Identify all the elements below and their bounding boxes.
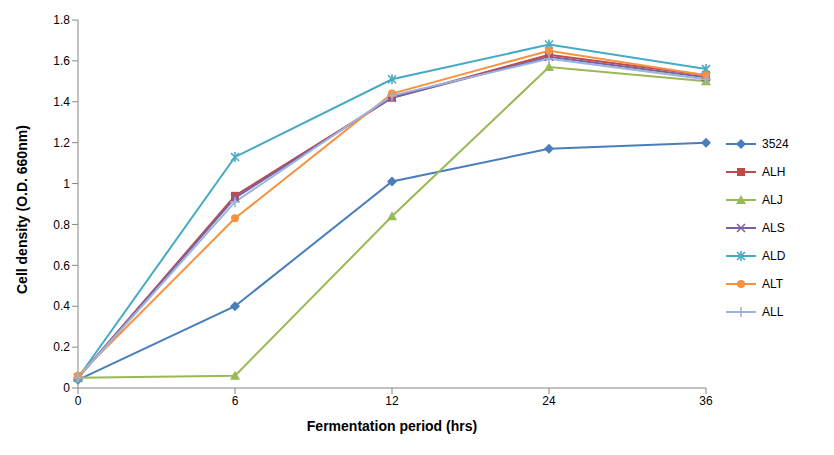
svg-text:0: 0 — [63, 381, 70, 395]
svg-text:12: 12 — [385, 394, 399, 408]
svg-text:24: 24 — [542, 394, 556, 408]
svg-text:0.6: 0.6 — [53, 259, 70, 273]
html-text:ALL: ALL — [762, 304, 784, 319]
html-text:3524: 3524 — [762, 136, 789, 151]
html-text:ALH: ALH — [762, 164, 786, 179]
svg-text:0.4: 0.4 — [53, 299, 70, 313]
svg-text:1.6: 1.6 — [53, 54, 70, 68]
svg-text:Fermentation period (hrs): Fermentation period (hrs) — [307, 418, 477, 434]
svg-text:Cell density (O.D. 660nm): Cell density (O.D. 660nm) — [14, 125, 30, 294]
html-text:ALD: ALD — [762, 248, 786, 263]
svg-text:36: 36 — [699, 394, 713, 408]
svg-text:0: 0 — [75, 394, 82, 408]
html-text:ALT: ALT — [762, 276, 784, 291]
svg-text:1: 1 — [63, 177, 70, 191]
svg-text:1.4: 1.4 — [53, 95, 70, 109]
html-text:ALJ: ALJ — [762, 192, 783, 207]
svg-text:0.2: 0.2 — [53, 340, 70, 354]
svg-text:0.8: 0.8 — [53, 218, 70, 232]
svg-text:1.2: 1.2 — [53, 136, 70, 150]
html-text:ALS: ALS — [762, 220, 785, 235]
svg-text:6: 6 — [232, 394, 239, 408]
svg-text:1.8: 1.8 — [53, 13, 70, 27]
